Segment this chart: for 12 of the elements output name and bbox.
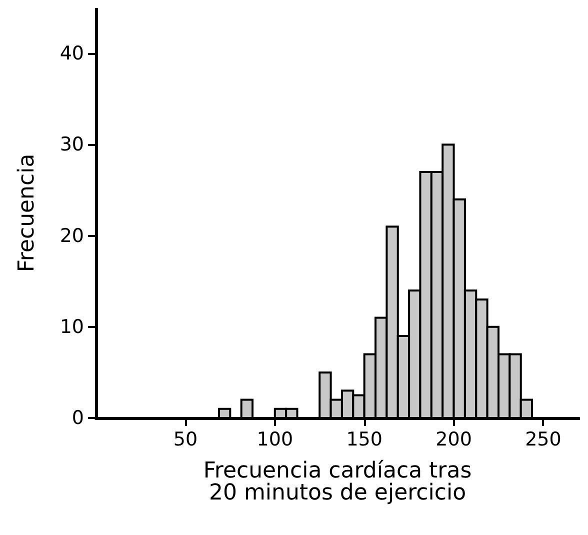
- x-axis-title: Frecuencia cardíaca tras 20 minutos de ejercicio: [203, 458, 472, 506]
- y-axis-title: Frecuencia: [14, 154, 40, 272]
- y-tick-label: 10: [60, 316, 84, 338]
- y-tick-label: 40: [60, 42, 84, 65]
- y-tick-label: 30: [60, 134, 84, 156]
- y-tick-label: 0: [72, 407, 84, 429]
- x-tick-label: 250: [525, 428, 562, 450]
- x-tick-label: 50: [173, 428, 198, 450]
- y-tick-label: 20: [60, 224, 84, 247]
- x-tick-label: 100: [256, 428, 294, 450]
- x-tick-label: 150: [346, 428, 382, 450]
- x-tick-label: 200: [436, 428, 472, 450]
